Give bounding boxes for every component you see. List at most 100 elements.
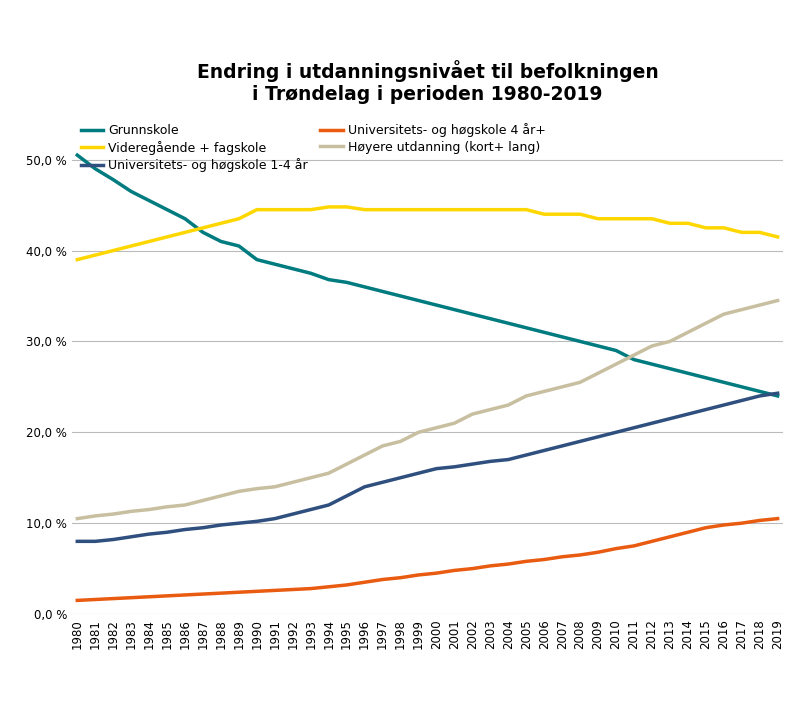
Høyere utdanning (kort+ lang) xyxy=(522,392,531,401)
Grunnskole xyxy=(252,256,261,264)
Universitets- og høgskole 1-4 år xyxy=(306,506,316,514)
Legend: Grunnskole, Videregående + fagskole, Universitets- og høgskole 1-4 år, Universit: Grunnskole, Videregående + fagskole, Uni… xyxy=(78,121,548,175)
Videregående + fagskole xyxy=(755,228,765,236)
Universitets- og høgskole 1-4 år xyxy=(252,517,261,526)
Høyere utdanning (kort+ lang) xyxy=(773,296,782,305)
Høyere utdanning (kort+ lang) xyxy=(414,428,423,436)
Grunnskole xyxy=(378,287,388,296)
Videregående + fagskole xyxy=(252,206,261,214)
Universitets- og høgskole 1-4 år xyxy=(324,501,333,509)
Universitets- og høgskole 4 år+ xyxy=(126,593,136,602)
Universitets- og høgskole 4 år+ xyxy=(486,562,495,570)
Videregående + fagskole xyxy=(629,214,638,223)
Videregående + fagskole xyxy=(611,214,621,223)
Grunnskole xyxy=(414,296,423,305)
Line: Høyere utdanning (kort+ lang): Høyere utdanning (kort+ lang) xyxy=(78,301,777,518)
Høyere utdanning (kort+ lang) xyxy=(431,423,441,432)
Videregående + fagskole xyxy=(737,228,746,236)
Grunnskole xyxy=(431,301,441,309)
Grunnskole xyxy=(234,242,244,251)
Universitets- og høgskole 1-4 år xyxy=(162,528,172,536)
Universitets- og høgskole 4 år+ xyxy=(217,589,226,598)
Høyere utdanning (kort+ lang) xyxy=(467,410,477,418)
Universitets- og høgskole 4 år+ xyxy=(396,573,405,582)
Videregående + fagskole xyxy=(522,206,531,214)
Universitets- og høgskole 4 år+ xyxy=(431,569,441,578)
Videregående + fagskole xyxy=(162,233,172,241)
Videregående + fagskole xyxy=(503,206,513,214)
Universitets- og høgskole 1-4 år xyxy=(145,530,154,538)
Grunnskole xyxy=(181,214,190,223)
Universitets- og høgskole 4 år+ xyxy=(73,596,82,605)
Videregående + fagskole xyxy=(647,214,657,223)
Videregående + fagskole xyxy=(665,219,674,228)
Universitets- og høgskole 4 år+ xyxy=(288,585,297,594)
Universitets- og høgskole 1-4 år xyxy=(773,389,782,398)
Universitets- og høgskole 1-4 år xyxy=(575,437,585,446)
Høyere utdanning (kort+ lang) xyxy=(558,383,567,391)
Universitets- og høgskole 1-4 år xyxy=(486,457,495,466)
Universitets- og høgskole 4 år+ xyxy=(539,555,549,564)
Universitets- og høgskole 4 år+ xyxy=(324,583,333,591)
Universitets- og høgskole 1-4 år xyxy=(539,446,549,455)
Universitets- og høgskole 4 år+ xyxy=(270,586,280,595)
Universitets- og høgskole 4 år+ xyxy=(558,553,567,561)
Grunnskole xyxy=(145,196,154,205)
Høyere utdanning (kort+ lang) xyxy=(594,369,603,378)
Grunnskole xyxy=(575,337,585,346)
Grunnskole xyxy=(360,283,369,291)
Universitets- og høgskole 1-4 år xyxy=(665,414,674,423)
Grunnskole xyxy=(324,276,333,284)
Høyere utdanning (kort+ lang) xyxy=(450,419,459,428)
Grunnskole xyxy=(683,369,693,378)
Universitets- og høgskole 1-4 år xyxy=(288,510,297,518)
Grunnskole xyxy=(198,228,208,236)
Grunnskole xyxy=(162,206,172,214)
Videregående + fagskole xyxy=(539,210,549,218)
Grunnskole xyxy=(647,360,657,368)
Videregående + fagskole xyxy=(181,228,190,236)
Universitets- og høgskole 4 år+ xyxy=(594,548,603,556)
Videregående + fagskole xyxy=(450,206,459,214)
Videregående + fagskole xyxy=(270,206,280,214)
Grunnskole xyxy=(558,333,567,341)
Grunnskole xyxy=(611,346,621,355)
Grunnskole xyxy=(450,306,459,314)
Videregående + fagskole xyxy=(594,214,603,223)
Universitets- og høgskole 4 år+ xyxy=(575,550,585,559)
Universitets- og høgskole 4 år+ xyxy=(629,542,638,550)
Høyere utdanning (kort+ lang) xyxy=(575,378,585,386)
Universitets- og høgskole 1-4 år xyxy=(629,423,638,432)
Høyere utdanning (kort+ lang) xyxy=(360,451,369,459)
Videregående + fagskole xyxy=(73,256,82,264)
Grunnskole xyxy=(288,264,297,273)
Grunnskole xyxy=(270,260,280,268)
Universitets- og høgskole 4 år+ xyxy=(198,590,208,598)
Høyere utdanning (kort+ lang) xyxy=(288,478,297,486)
Universitets- og høgskole 4 år+ xyxy=(145,593,154,601)
Høyere utdanning (kort+ lang) xyxy=(90,512,100,521)
Universitets- og høgskole 4 år+ xyxy=(90,595,100,604)
Universitets- og høgskole 4 år+ xyxy=(522,557,531,565)
Høyere utdanning (kort+ lang) xyxy=(486,406,495,414)
Title: Endring i utdanningsnivået til befolkningen
i Trøndelag i perioden 1980-2019: Endring i utdanningsnivået til befolknin… xyxy=(197,61,658,104)
Grunnskole xyxy=(719,378,729,386)
Høyere utdanning (kort+ lang) xyxy=(73,514,82,523)
Universitets- og høgskole 4 år+ xyxy=(647,537,657,545)
Universitets- og høgskole 1-4 år xyxy=(558,442,567,451)
Høyere utdanning (kort+ lang) xyxy=(181,501,190,509)
Universitets- og høgskole 4 år+ xyxy=(467,564,477,573)
Videregående + fagskole xyxy=(431,206,441,214)
Universitets- og høgskole 1-4 år xyxy=(342,492,352,501)
Videregående + fagskole xyxy=(773,233,782,241)
Videregående + fagskole xyxy=(126,242,136,251)
Grunnskole xyxy=(503,319,513,328)
Universitets- og høgskole 4 år+ xyxy=(162,592,172,600)
Universitets- og høgskole 4 år+ xyxy=(181,590,190,599)
Universitets- og høgskole 1-4 år xyxy=(611,428,621,436)
Høyere utdanning (kort+ lang) xyxy=(270,483,280,491)
Universitets- og høgskole 1-4 år xyxy=(431,464,441,473)
Grunnskole xyxy=(467,310,477,318)
Høyere utdanning (kort+ lang) xyxy=(629,351,638,359)
Videregående + fagskole xyxy=(575,210,585,218)
